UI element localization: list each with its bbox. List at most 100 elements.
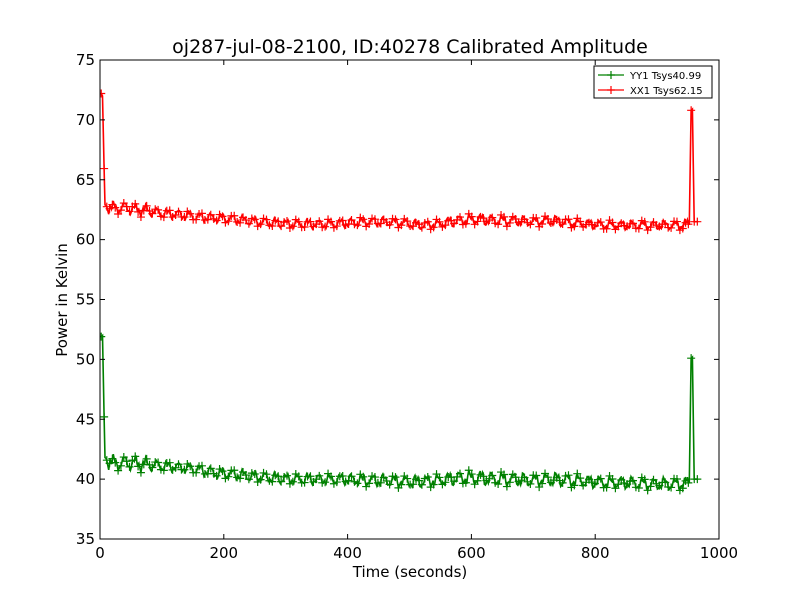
series-marker (142, 201, 151, 210)
series-marker (634, 224, 643, 233)
series-marker (241, 471, 250, 480)
series-marker (649, 475, 658, 484)
plot-area (100, 89, 702, 495)
series-marker (338, 216, 347, 225)
series-markers-0 (100, 332, 702, 495)
series-marker (450, 477, 459, 486)
series-marker (417, 223, 426, 232)
series-marker (306, 217, 315, 226)
series-marker (499, 470, 508, 479)
series-marker (131, 199, 140, 208)
series-marker (250, 215, 259, 224)
series-marker (332, 222, 341, 231)
x-tick-label: 0 (95, 544, 105, 562)
series-marker (159, 213, 168, 222)
series-marker (244, 475, 253, 484)
y-axis-label: Power in Kelvin (53, 243, 71, 357)
series-marker (640, 217, 649, 226)
series-marker (224, 472, 233, 481)
series-marker (288, 222, 297, 231)
series-marker (397, 221, 406, 230)
series-marker (414, 476, 423, 485)
series-marker (321, 222, 330, 231)
series-marker (114, 466, 123, 475)
legend-box (593, 65, 713, 99)
legend: YY1 Tsys40.99 XX1 Tsys62.15 (593, 65, 713, 99)
series-marker (142, 454, 151, 463)
series-marker (186, 209, 195, 218)
series-marker (646, 482, 655, 491)
series-marker (283, 217, 292, 226)
series-marker (455, 213, 464, 222)
axes: 0 200 400 600 800 1000 35 40 45 50 55 60 65 70 75 (76, 51, 738, 562)
series-marker (332, 478, 341, 487)
series-marker (423, 217, 432, 226)
series-marker (385, 480, 394, 489)
series-marker (203, 215, 212, 224)
series-marker (614, 480, 623, 489)
series-marker (294, 217, 303, 226)
series-marker (262, 215, 271, 224)
series-marker (376, 478, 385, 487)
series-marker (602, 483, 611, 492)
legend-label: YY1 Tsys40.99 (629, 71, 701, 82)
series-marker (628, 476, 637, 485)
chart-title: oj287-jul-08-2100, ID:40278 Calibrated A… (172, 36, 648, 58)
series-marker (403, 217, 412, 226)
series-marker (667, 483, 676, 492)
legend-swatch-marker (607, 71, 615, 79)
series-marker (502, 482, 511, 491)
series-marker (608, 218, 617, 227)
series-marker (441, 221, 450, 230)
series-marker (611, 484, 620, 493)
series-marker (543, 473, 552, 482)
y-tick-label: 65 (76, 171, 95, 189)
series-marker (136, 213, 145, 222)
series-marker (596, 474, 605, 483)
series-marker (218, 467, 227, 476)
series-marker (148, 209, 157, 218)
series-marker (391, 215, 400, 224)
series-marker (306, 472, 315, 481)
series-marker (473, 217, 482, 226)
series-marker (403, 474, 412, 483)
series-marker (646, 223, 655, 232)
series-marker (353, 221, 362, 230)
series-marker (212, 216, 221, 225)
series-marker (119, 453, 128, 462)
series-marker (197, 461, 206, 470)
series-marker (687, 354, 696, 363)
series-marker (693, 475, 702, 484)
series-marker (526, 479, 535, 488)
series-marker (256, 475, 265, 484)
series-marker (256, 220, 265, 229)
series-marker (409, 480, 418, 489)
axes-frame (99, 59, 720, 540)
series-marker (494, 220, 503, 229)
series-marker (391, 473, 400, 482)
series-marker (634, 484, 643, 493)
series-marker (672, 217, 681, 226)
series-marker (283, 471, 292, 480)
series-marker (326, 217, 335, 226)
series-marker (467, 212, 476, 221)
series-marker (230, 211, 239, 220)
series-marker (596, 218, 605, 227)
series-marker (538, 220, 547, 228)
series-marker (499, 212, 508, 221)
x-axis-label: Time (seconds) (352, 563, 468, 581)
series-marker (564, 471, 573, 480)
series-marker (180, 212, 189, 221)
series-marker (344, 476, 353, 485)
series-marker (520, 473, 529, 482)
series-marker (244, 219, 253, 228)
series-marker (473, 476, 482, 485)
series-marker (538, 479, 547, 488)
series-marker (505, 478, 514, 487)
series-marker (532, 213, 541, 222)
series-marker (467, 470, 476, 479)
y-tick-label: 40 (76, 470, 95, 488)
series-marker (192, 468, 201, 477)
series-marker (236, 474, 245, 483)
